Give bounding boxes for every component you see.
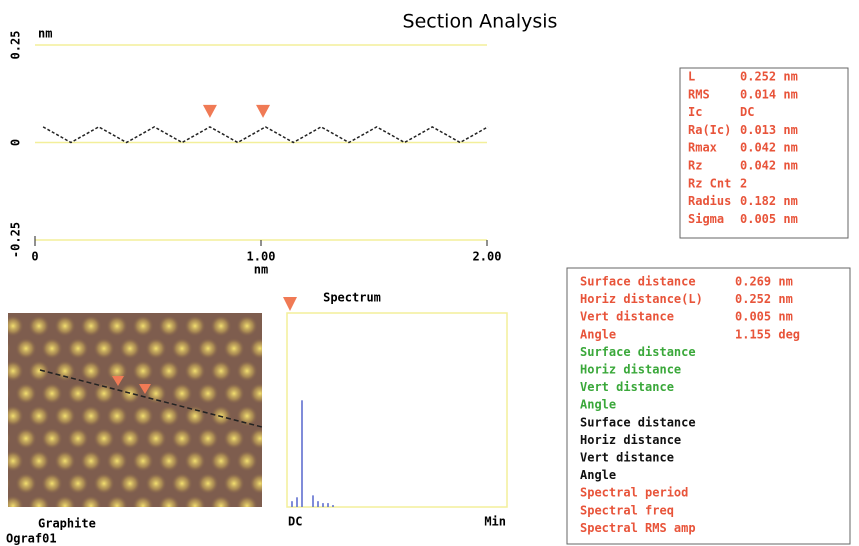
stat-label: Sigma [688, 212, 724, 226]
x-tick-label: 1.00 [247, 250, 276, 264]
measure-label: Surface distance [580, 345, 696, 359]
measure-label: Spectral period [580, 486, 688, 500]
cursor [256, 105, 270, 118]
measure-value: 0.005 nm [735, 310, 793, 324]
measure-label: Vert distance [580, 310, 674, 324]
image-caption: Graphite [38, 517, 96, 531]
stat-label: Rz Cnt [688, 176, 731, 190]
spectrum-box [287, 313, 507, 507]
spectrum-cursor [283, 297, 297, 311]
measure-label: Angle [580, 327, 616, 341]
measure-label: Horiz distance [580, 433, 681, 447]
stat-value: 0.252 nm [740, 70, 798, 84]
measure-value: 0.269 nm [735, 275, 793, 289]
stat-label: Ra(Ic) [688, 123, 731, 137]
stat-label: RMS [688, 87, 710, 101]
x-tick-label: 2.00 [473, 250, 502, 264]
measure-label: Spectral RMS amp [580, 521, 696, 535]
y-tick-label: 0.25 [9, 31, 23, 60]
measure-value: 0.252 nm [735, 292, 793, 306]
measure-label: Surface distance [580, 275, 696, 289]
stat-value: 0.042 nm [740, 159, 798, 173]
stat-label: Rmax [688, 141, 717, 155]
x-unit: nm [254, 263, 268, 277]
measure-label: Angle [580, 468, 616, 482]
measure-label: Spectral freq [580, 503, 674, 517]
measure-label: Surface distance [580, 415, 696, 429]
stat-value: 0.013 nm [740, 123, 798, 137]
measure-label: Vert distance [580, 451, 674, 465]
y-unit: nm [38, 27, 52, 41]
stat-label: Ic [688, 105, 702, 119]
window-title: Section Analysis [403, 11, 558, 33]
stat-label: Radius [688, 194, 731, 208]
measure-label: Angle [580, 398, 616, 412]
measure-value: 1.155 deg [735, 327, 800, 341]
measure-label: Horiz distance(L) [580, 292, 703, 306]
page: Section Analysis Graphite Ograf01 Spectr… [0, 0, 859, 546]
stat-value: 0.005 nm [740, 212, 798, 226]
stat-label: Rz [688, 159, 702, 173]
x-tick-label: 0 [31, 250, 38, 264]
stat-value: 2 [740, 176, 747, 190]
spectrum-title: Spectrum [323, 291, 381, 305]
measure-label: Horiz distance [580, 363, 681, 377]
stat-value: 0.042 nm [740, 141, 798, 155]
screen: Section Analysis Graphite Ograf01 Spectr… [0, 0, 859, 546]
stat-value: 0.014 nm [740, 87, 798, 101]
measure-label: Vert distance [580, 380, 674, 394]
stat-value: 0.182 nm [740, 194, 798, 208]
y-tick-label: 0 [9, 139, 23, 146]
cursor [203, 105, 217, 118]
spectrum-end: Min [484, 515, 506, 529]
spectrum-start: DC [288, 515, 302, 529]
y-tick-label: -0.25 [9, 222, 23, 258]
profile-line [43, 127, 488, 143]
image-caption: Ograf01 [6, 532, 57, 546]
stat-label: L [688, 70, 695, 84]
afm-image [8, 313, 262, 507]
stat-value: DC [740, 105, 754, 119]
